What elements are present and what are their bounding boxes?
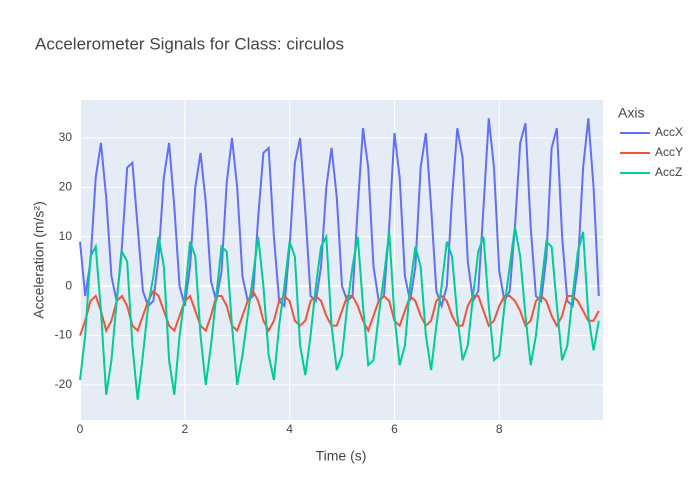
y-axis-label: Acceleration (m/s²) xyxy=(31,201,47,318)
y-tick-label: 10 xyxy=(59,229,73,243)
y-tick-label: 0 xyxy=(65,278,72,292)
legend-label: AccZ xyxy=(655,165,682,179)
legend-label: AccX xyxy=(655,125,683,139)
x-tick-label: 4 xyxy=(286,422,293,436)
y-tick-label: -10 xyxy=(55,328,73,342)
legend-title: Axis xyxy=(618,105,644,121)
y-tick-label: 30 xyxy=(59,130,73,144)
chart-title: Accelerometer Signals for Class: circulo… xyxy=(35,34,344,53)
data-line xyxy=(79,226,600,400)
x-tick-label: 6 xyxy=(391,422,398,436)
y-tick-label: 20 xyxy=(59,180,73,194)
x-tick-label: 8 xyxy=(496,422,503,436)
x-tick-label: 2 xyxy=(181,422,188,436)
x-tick-label: 0 xyxy=(77,422,84,436)
data-line xyxy=(79,118,600,310)
x-axis-label: Time (s) xyxy=(316,448,367,464)
legend-label: AccY xyxy=(655,145,683,159)
y-tick-label: -20 xyxy=(55,377,73,391)
